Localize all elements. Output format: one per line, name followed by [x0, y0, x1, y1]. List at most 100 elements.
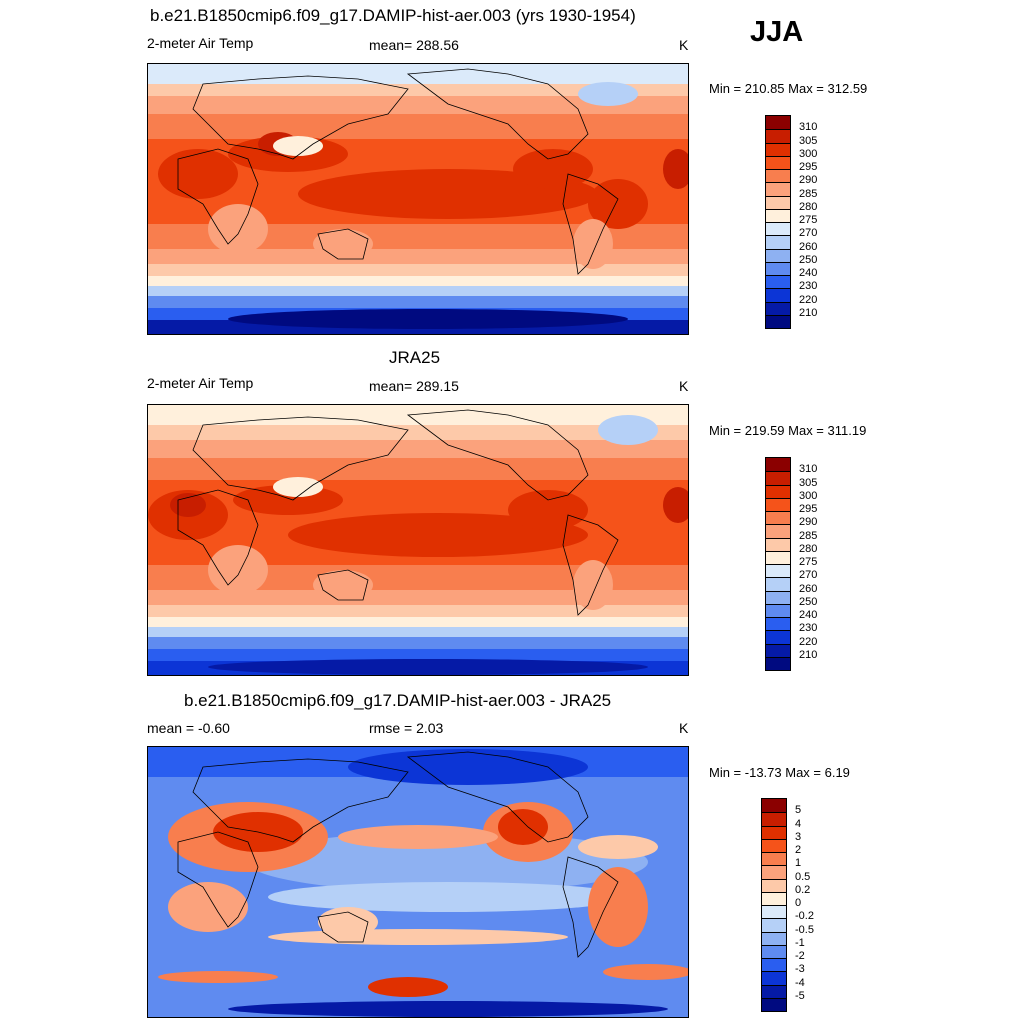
colorbar-swatch [762, 918, 786, 932]
colorbar-swatch [766, 524, 790, 538]
colorbar-tick-label: 260 [799, 240, 818, 253]
colorbar-tick-label: 0 [795, 897, 802, 909]
colorbar-swatch [762, 799, 786, 813]
panel3-units-label: K [679, 720, 689, 736]
colorbar-tick-label: 250 [799, 595, 818, 608]
colorbar-tick-label: 220 [799, 635, 818, 648]
colorbar-swatch [762, 997, 786, 1011]
colorbar-swatch [762, 865, 786, 879]
colorbar-tick-label: 310 [799, 121, 818, 134]
colorbar-tick-label: -0.2 [795, 910, 814, 923]
panel1-map [147, 63, 689, 335]
colorbar-tick-label: 230 [799, 622, 818, 635]
colorbar-swatch [766, 550, 790, 564]
colorbar-swatch [762, 838, 786, 852]
colorbar-tick-label: 0.2 [795, 883, 811, 896]
panel2-units-label: K [679, 378, 689, 394]
colorbar-tick-label: 250 [799, 253, 818, 266]
panel2-variable-label: 2-meter Air Temp [147, 375, 254, 391]
colorbar-swatch [762, 812, 786, 826]
colorbar-tick-label: 240 [799, 267, 818, 279]
colorbar-swatch [762, 878, 786, 892]
colorbar-tick-label: 4 [795, 817, 802, 830]
colorbar-swatch [766, 195, 790, 209]
colorbar-tick-label: 305 [799, 476, 818, 489]
colorbar-tick-label: 210 [799, 648, 818, 661]
colorbar-swatch [762, 825, 786, 839]
colorbar-swatch [766, 577, 790, 591]
colorbar-tick-label: 290 [799, 516, 818, 529]
colorbar-swatch [766, 129, 790, 143]
colorbar-swatch [766, 288, 790, 302]
colorbar-tick-label: 275 [799, 556, 818, 568]
colorbar-swatch [762, 984, 786, 998]
colorbar-swatch [766, 275, 790, 289]
colorbar-tick-label: 290 [799, 174, 818, 187]
colorbar-swatch [766, 261, 790, 275]
colorbar-swatch [766, 155, 790, 169]
colorbar-swatch [766, 248, 790, 262]
panel1-title: b.e21.B1850cmip6.f09_g17.DAMIP-hist-aer.… [150, 6, 636, 25]
colorbar-tick-label: 295 [799, 503, 818, 515]
colorbar-tick-label: 300 [799, 489, 818, 502]
colorbar-swatch [766, 484, 790, 498]
colorbar-swatch [762, 905, 786, 919]
colorbar-swatch [762, 958, 786, 972]
colorbar-tick-label: -1 [795, 936, 805, 949]
colorbar-tick-label: 260 [799, 582, 818, 595]
colorbar-swatch [762, 931, 786, 945]
colorbar-swatch [766, 458, 790, 472]
colorbar-swatch [766, 537, 790, 551]
panel1-mean-label: mean= 288.56 [369, 37, 459, 53]
colorbar-swatch [762, 971, 786, 985]
panel2-minmax: Min = 219.59 Max = 311.19 [709, 423, 867, 438]
colorbar-swatch [762, 852, 786, 866]
colorbar-swatch [766, 116, 790, 130]
colorbar-swatch [766, 142, 790, 156]
colorbar-swatch [762, 944, 786, 958]
colorbar-swatch [766, 497, 790, 511]
colorbar-swatch [766, 169, 790, 183]
panel2-mean-label: mean= 289.15 [369, 378, 459, 394]
colorbar-tick-label: 300 [799, 147, 818, 160]
colorbar-swatch [766, 617, 790, 631]
colorbar-tick-label: 220 [799, 293, 818, 306]
colorbar-swatch [766, 590, 790, 604]
colorbar-tick-label: -4 [795, 976, 805, 989]
colorbar-tick-label: 230 [799, 280, 818, 293]
colorbar-swatch [766, 208, 790, 222]
colorbar-swatch [766, 603, 790, 617]
panel1-map-svg [148, 64, 688, 334]
colorbar-tick-label: 0.5 [795, 870, 811, 883]
colorbar-swatch [766, 511, 790, 525]
colorbar-tick-label: -0.5 [795, 923, 814, 936]
colorbar-tick-label: 2 [795, 844, 802, 856]
colorbar-swatch [762, 891, 786, 905]
colorbar-tick-label: 3 [795, 830, 802, 843]
colorbar-tick-label: -3 [795, 963, 805, 976]
colorbar-tick-label: 305 [799, 134, 818, 147]
colorbar-tick-label: 310 [799, 463, 818, 476]
colorbar-tick-label: 280 [799, 542, 818, 555]
colorbar-tick-label: 285 [799, 187, 818, 200]
colorbar-tick-label: 280 [799, 200, 818, 213]
colorbar-swatch [766, 314, 790, 328]
colorbar-swatch [766, 656, 790, 670]
colorbar-tick-label: 270 [799, 227, 818, 240]
panel3-map [147, 746, 689, 1018]
panel3-mean-label: mean = -0.60 [147, 720, 230, 736]
colorbar-tick-label: 210 [799, 306, 818, 319]
panel1-units-label: K [679, 37, 689, 53]
panel1-variable-label: 2-meter Air Temp [147, 35, 254, 51]
panel3-minmax: Min = -13.73 Max = 6.19 [709, 765, 850, 780]
panel3-rmse-label: rmse = 2.03 [369, 720, 444, 736]
panel1-minmax: Min = 210.85 Max = 312.59 [709, 81, 868, 96]
colorbar-swatch [766, 564, 790, 578]
colorbar-swatch [766, 471, 790, 485]
colorbar-tick-label: 1 [795, 857, 802, 870]
colorbar-swatch [766, 235, 790, 249]
colorbar-swatch [766, 301, 790, 315]
colorbar-tick-label: 285 [799, 529, 818, 542]
colorbar-swatch [766, 182, 790, 196]
colorbar-tick-label: 270 [799, 569, 818, 582]
